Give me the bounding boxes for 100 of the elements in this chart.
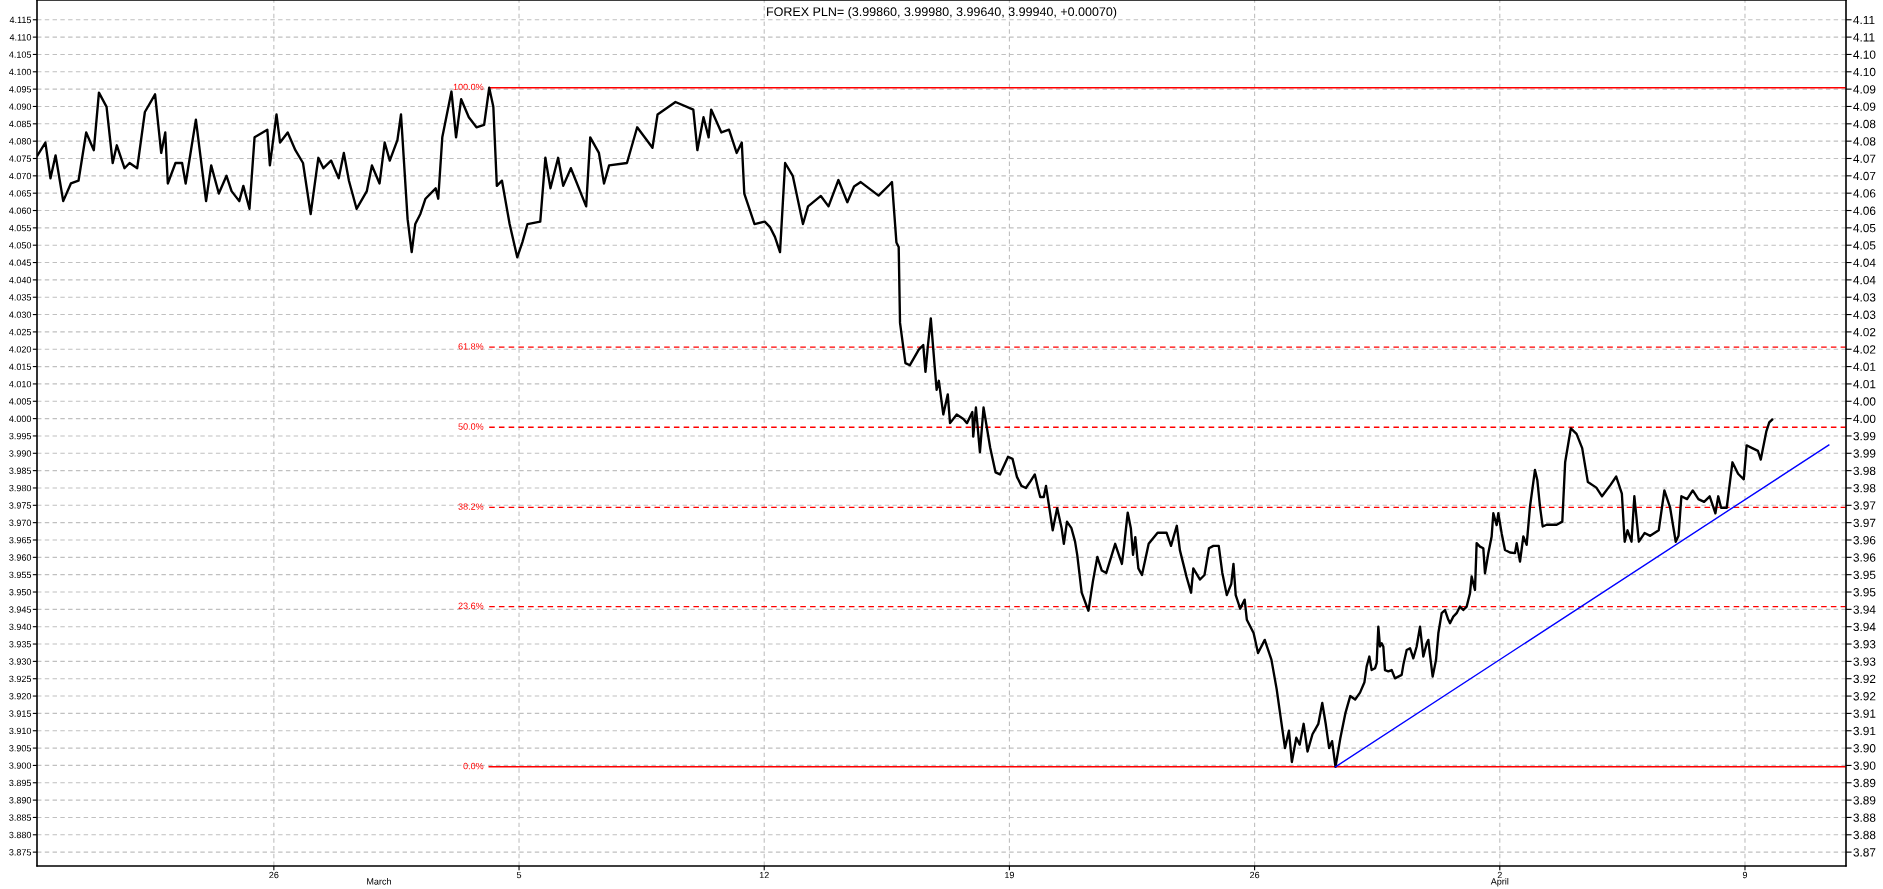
y-tick-label: 3.920 <box>9 693 32 700</box>
y-tick-label: 3.975 <box>9 502 32 509</box>
y2-tick-label: 3.89 <box>1853 796 1876 805</box>
x-tick-label: 9 <box>1742 871 1748 879</box>
y-tick-label: 3.935 <box>9 641 32 648</box>
y-tick-label: 4.045 <box>9 259 32 266</box>
y2-tick-label: 4.06 <box>1853 189 1876 198</box>
y2-tick-label: 3.97 <box>1853 501 1876 510</box>
y-tick-label: 4.100 <box>9 68 32 76</box>
y-tick-label: 4.000 <box>9 415 32 422</box>
y2-tick-label: 4.11 <box>1853 15 1875 25</box>
y-tick-label: 3.905 <box>9 745 32 752</box>
y2-tick-label: 4.07 <box>1853 154 1876 163</box>
y-tick-label: 3.885 <box>9 814 32 821</box>
y-tick-label: 4.075 <box>9 155 32 162</box>
y-tick-label: 3.980 <box>9 484 32 492</box>
y2-tick-label: 4.02 <box>1853 345 1876 354</box>
y2-tick-label: 4.06 <box>1853 206 1876 215</box>
y-tick-label: 4.090 <box>9 103 32 110</box>
series-label: 50.0% <box>458 423 484 430</box>
y2-tick-label: 3.91 <box>1853 726 1876 736</box>
y-tick-label: 3.955 <box>9 571 32 579</box>
y2-tick-label: 4.01 <box>1853 379 1876 389</box>
y-tick-label: 4.005 <box>9 398 32 405</box>
y-tick-label: 4.085 <box>9 120 32 128</box>
y-tick-label: 3.930 <box>9 658 32 665</box>
y-tick-label: 4.060 <box>9 207 32 214</box>
series-label: 38.2% <box>458 503 484 510</box>
y-tick-label: 4.050 <box>9 242 32 249</box>
y-tick-label: 4.105 <box>9 51 32 58</box>
text: FOREX PLN= (3.99860, 3.99980, 3.99640, 3.99940, +0.00070) <box>767 6 1117 19</box>
y-tick-label: 3.965 <box>9 536 32 544</box>
y-tick-label: 4.030 <box>9 311 32 318</box>
x2-tick-label: March <box>367 878 391 885</box>
y2-tick-label: 3.87 <box>1853 848 1876 857</box>
y2-tick-label: 3.88 <box>1853 813 1876 822</box>
y2-tick-label: 3.98 <box>1853 466 1876 476</box>
y2-tick-label: 3.95 <box>1853 570 1876 580</box>
y2-tick-label: 4.07 <box>1853 171 1876 181</box>
y2-tick-label: 4.09 <box>1853 85 1876 94</box>
y-tick-label: 4.095 <box>9 86 32 93</box>
y2-tick-label: 4.11 <box>1853 33 1875 42</box>
x2-tick-label: April <box>1490 878 1509 887</box>
y-tick-label: 4.055 <box>9 224 32 232</box>
y2-tick-label: 3.99 <box>1853 449 1876 458</box>
y-tick-label: 3.925 <box>9 675 32 683</box>
y-tick-label: 3.940 <box>9 623 32 631</box>
y2-tick-label: 4.09 <box>1853 102 1876 111</box>
x-tick-label: 26 <box>1250 871 1260 879</box>
y-tick-label: 3.890 <box>9 797 32 804</box>
y2-tick-label: 4.01 <box>1853 362 1876 371</box>
y-tick-label: 4.020 <box>9 346 32 353</box>
y-tick-label: 3.945 <box>9 606 32 613</box>
y-tick-label: 4.080 <box>9 138 32 145</box>
y-tick-label: 3.895 <box>9 779 32 787</box>
y2-tick-label: 3.93 <box>1853 640 1876 649</box>
y-tick-label: 3.915 <box>9 710 32 717</box>
y-tick-label: 4.015 <box>9 363 32 370</box>
y-tick-label: 3.960 <box>9 554 32 561</box>
x-tick-label: 26 <box>269 871 279 879</box>
y-tick-label: 4.040 <box>9 276 32 284</box>
y2-tick-label: 3.89 <box>1853 778 1876 788</box>
y2-tick-label: 3.92 <box>1853 674 1876 684</box>
y2-tick-label: 4.03 <box>1853 310 1876 319</box>
x-tick-label: 5 <box>516 871 522 879</box>
y2-tick-label: 4.02 <box>1853 327 1876 337</box>
y2-tick-label: 3.96 <box>1853 553 1876 562</box>
series-label: 61.8% <box>458 343 484 350</box>
y2-tick-label: 3.99 <box>1853 431 1876 441</box>
series-label: 100.0% <box>453 83 484 91</box>
y2-tick-label: 3.93 <box>1853 657 1876 666</box>
y-tick-label: 4.010 <box>9 380 32 388</box>
y-tick-label: 4.035 <box>9 294 32 301</box>
x-tick-label: 2 <box>1497 871 1502 879</box>
y2-tick-label: 4.08 <box>1853 137 1876 146</box>
y-tick-label: 3.985 <box>9 467 32 474</box>
y2-tick-label: 3.96 <box>1853 536 1876 545</box>
y-tick-label: 3.900 <box>9 762 32 769</box>
y2-tick-label: 3.91 <box>1853 709 1876 718</box>
series-label: 23.6% <box>458 602 484 609</box>
y-tick-label: 3.995 <box>9 432 32 440</box>
y2-tick-label: 3.90 <box>1853 761 1876 770</box>
y2-tick-label: 4.00 <box>1853 397 1876 406</box>
y2-tick-label: 4.03 <box>1853 293 1876 302</box>
y-tick-label: 4.115 <box>9 16 32 24</box>
y2-tick-label: 3.92 <box>1853 692 1876 701</box>
y2-tick-label: 4.08 <box>1853 119 1876 129</box>
x-tick-label: 12 <box>759 871 769 879</box>
y2-tick-label: 4.00 <box>1853 414 1876 423</box>
y2-tick-label: 4.10 <box>1853 67 1876 77</box>
series-label: 0.0% <box>463 762 484 770</box>
y2-tick-label: 3.97 <box>1853 518 1876 528</box>
y2-tick-label: 4.05 <box>1853 223 1876 233</box>
y-tick-label: 4.110 <box>9 34 32 41</box>
y-tick-label: 4.070 <box>9 172 32 180</box>
y2-tick-label: 3.98 <box>1853 484 1876 493</box>
y2-tick-label: 4.05 <box>1853 241 1876 250</box>
y-tick-label: 3.990 <box>9 450 32 457</box>
y2-tick-label: 3.94 <box>1853 605 1876 614</box>
y2-tick-label: 3.88 <box>1853 830 1876 840</box>
